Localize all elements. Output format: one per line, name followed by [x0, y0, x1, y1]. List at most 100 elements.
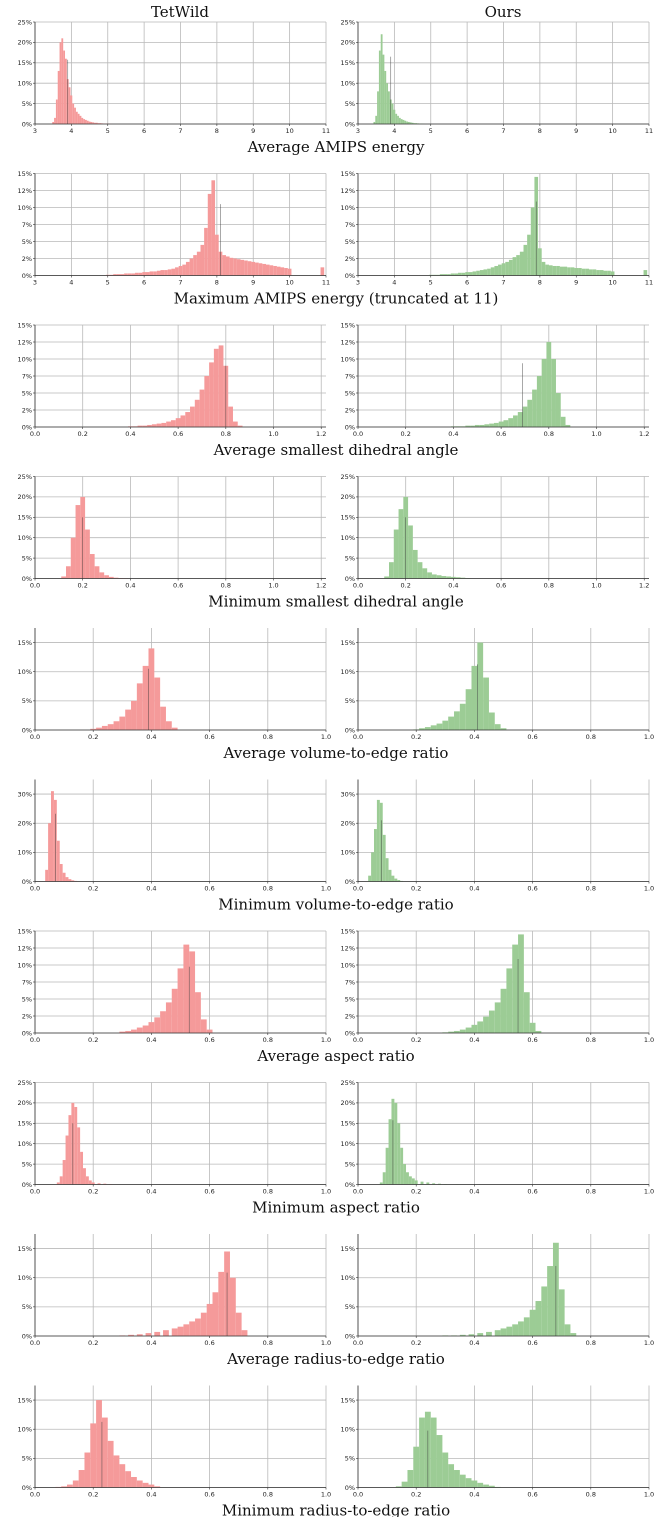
histogram-bar [395, 1486, 402, 1488]
histogram-bar [371, 852, 375, 882]
x-tick-label: 0.0 [353, 582, 363, 590]
histogram-bar [513, 415, 518, 427]
histogram-bar [113, 721, 120, 730]
histogram-bar [61, 1486, 68, 1488]
histogram-bar [163, 1330, 169, 1336]
histogram-bar [148, 1484, 155, 1488]
histogram-bar [403, 1164, 407, 1185]
histogram-bar [385, 858, 389, 882]
x-tick-label: 0.2 [411, 733, 421, 741]
x-tick-label: 1.0 [644, 733, 654, 741]
histogram-bar [643, 270, 648, 276]
histogram-bar [74, 1106, 78, 1185]
histogram-bar [67, 1484, 73, 1488]
histogram-bar [488, 1485, 495, 1488]
histogram-bar [395, 113, 398, 124]
y-tick-label: 7% [345, 372, 355, 380]
histogram-bar [413, 123, 416, 124]
histogram-bar [522, 406, 528, 427]
y-tick-label: 12% [341, 187, 355, 195]
caption-average-aspect-ratio: Average aspect ratio [256, 1047, 414, 1065]
x-tick-label: 0.6 [204, 885, 214, 893]
histogram-bar [529, 1309, 536, 1336]
histogram-bar [113, 577, 119, 579]
histogram-bar [498, 264, 502, 276]
histogram-bar [287, 268, 292, 276]
x-tick-label: 0.0 [353, 1491, 363, 1499]
histogram-bar [567, 267, 571, 276]
histogram-bar [156, 270, 161, 276]
histogram-bar [142, 1482, 149, 1488]
histogram-bar [448, 1031, 455, 1033]
y-tick-label: 0% [22, 423, 32, 431]
histogram-bar [470, 425, 475, 427]
histogram-bar [404, 120, 407, 124]
histogram-bar [494, 724, 501, 730]
histogram-bar [88, 1180, 92, 1185]
panel-average-volume-to-edge-ratio-ours: 0.0 0.2 0.4 0.6 0.8 1.0 0% 5% 10% 15% [341, 628, 654, 741]
histogram-bar [596, 270, 600, 276]
histogram-bar [378, 50, 381, 125]
panel-average-amips-energy-tetwild: 3 4 5 6 7 8 9 10 11 0% 5% 10% 15% 20% 25% [18, 18, 331, 135]
histogram-bar [607, 270, 611, 276]
histogram-bar [244, 260, 248, 276]
histogram-bar [388, 1119, 392, 1185]
histogram-bar [471, 1024, 478, 1033]
histogram-bar [48, 823, 52, 882]
histogram-bar [125, 1471, 132, 1488]
histogram-bar [63, 50, 66, 125]
histogram-bar [488, 1010, 495, 1033]
x-tick-label: 0.2 [88, 1188, 98, 1196]
histogram-bar [465, 272, 469, 276]
histogram-bar [382, 54, 385, 124]
x-tick-label: 0.8 [221, 430, 231, 438]
x-tick-label: 0.6 [173, 582, 183, 590]
histogram-bar [193, 255, 197, 276]
histogram-bar [113, 1455, 120, 1488]
histogram-bar [393, 529, 399, 579]
histogram-bar [541, 1286, 548, 1336]
x-tick-label: 0.6 [527, 1339, 537, 1347]
histogram-bar [401, 1481, 408, 1488]
histogram-bar [374, 829, 377, 882]
x-tick-label: 11 [322, 279, 330, 287]
y-tick-label: 15% [18, 170, 32, 178]
x-tick-label: 3 [33, 279, 37, 287]
histogram-bar [458, 272, 462, 276]
histogram-bar [229, 257, 234, 276]
y-tick-label: 20% [18, 1099, 32, 1107]
histogram-bar [128, 1334, 134, 1336]
x-tick-label: 0.8 [263, 1188, 273, 1196]
x-tick-label: 0.4 [448, 582, 458, 590]
histogram-bar [436, 575, 442, 579]
y-tick-label: 15% [18, 639, 32, 647]
x-tick-label: 7 [501, 279, 505, 287]
x-tick-label: 3 [356, 127, 360, 135]
y-tick-label: 7% [22, 372, 32, 380]
y-tick-label: 15% [18, 1120, 32, 1128]
histogram-bar [412, 549, 418, 579]
y-tick-label: 5% [345, 697, 355, 705]
histogram-bar [382, 834, 386, 882]
histogram-bar [62, 1160, 66, 1185]
panel-average-aspect-ratio-ours: 0.0 0.2 0.4 0.6 0.8 1.0 0% 2% 5% 7% 10% 12% 15% [341, 927, 655, 1044]
histogram-bar [229, 1277, 236, 1336]
histogram-bar [420, 1181, 424, 1185]
histogram-bar [84, 1452, 91, 1488]
x-tick-label: 9 [251, 279, 255, 287]
histogram-bar [427, 572, 432, 579]
histogram-bar [490, 267, 495, 276]
y-tick-label: 5% [22, 1160, 32, 1168]
histogram-bar [384, 70, 387, 124]
y-tick-label: 12% [18, 944, 32, 952]
panel-average-radius-to-edge-ratio-tetwild: 0.0 0.2 0.4 0.6 0.8 1.0 0% 5% 10% 15% [18, 1234, 331, 1347]
x-tick-label: 0.0 [30, 1036, 40, 1044]
caption-minimum-volume-to-edge-ratio: Minimum volume-to-edge ratio [218, 896, 453, 914]
histogram-bar [207, 193, 212, 276]
histogram-bar [320, 267, 325, 276]
histogram-bar [465, 1478, 472, 1488]
x-tick-label: 10 [285, 279, 293, 287]
histogram-bar [472, 271, 477, 276]
histogram-bar [471, 1480, 478, 1488]
histogram-bar [512, 257, 517, 276]
